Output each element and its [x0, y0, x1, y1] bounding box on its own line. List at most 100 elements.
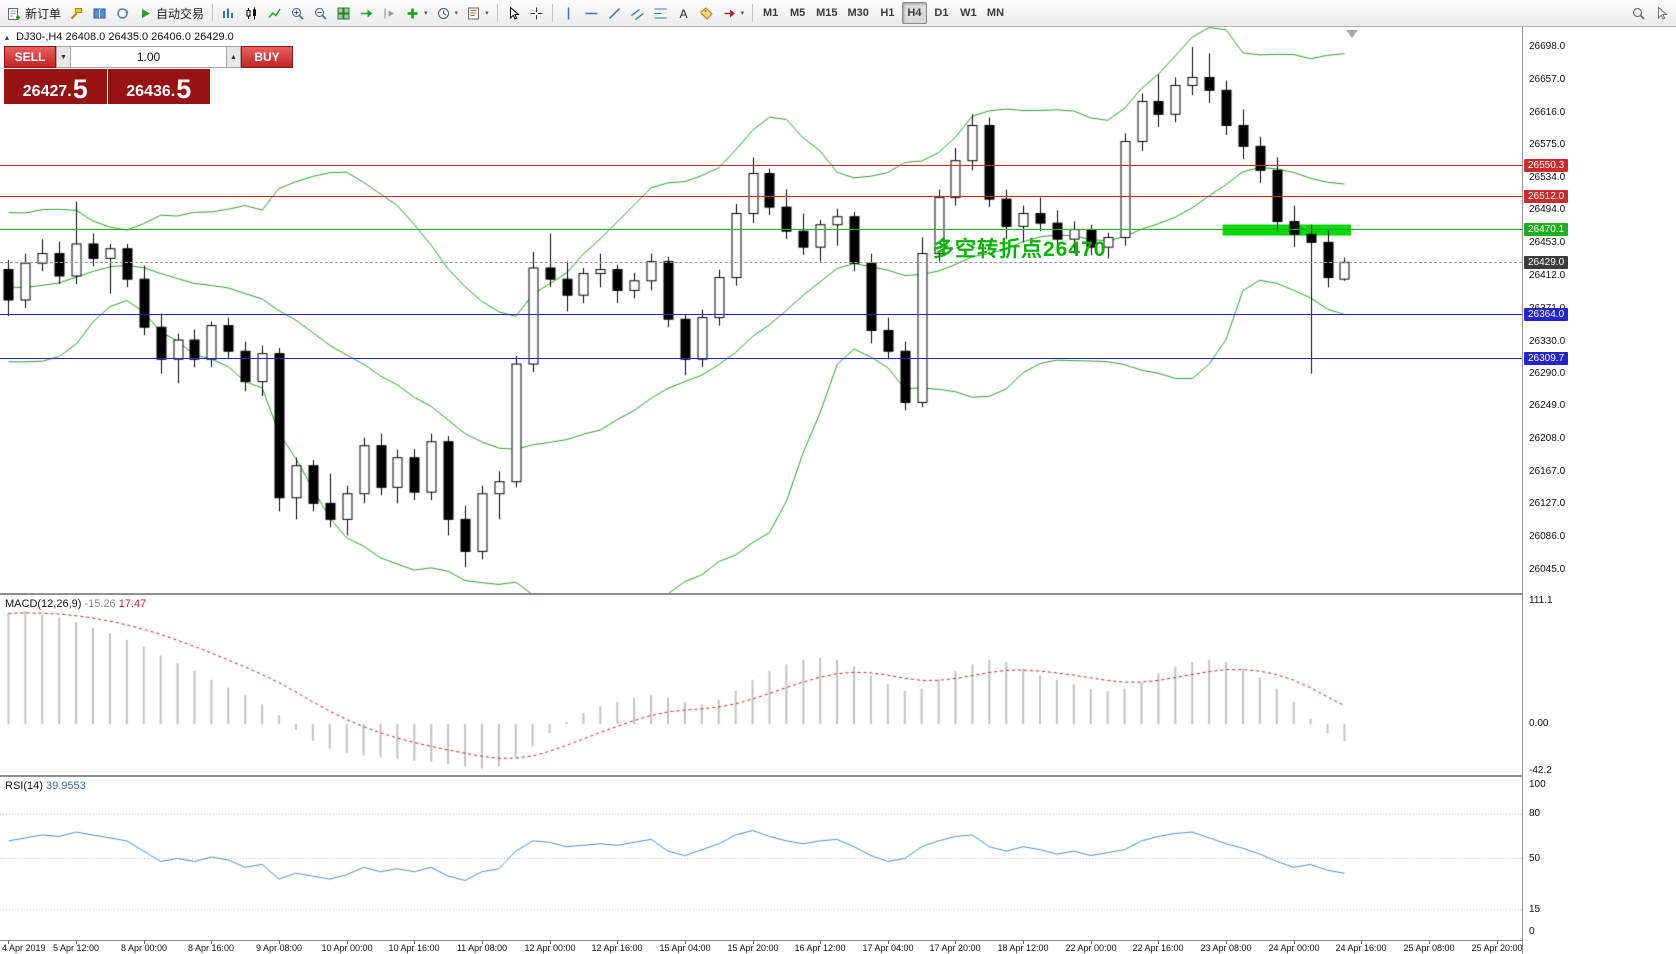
- periods-button[interactable]: ▾: [432, 2, 463, 24]
- rsi-axis-label: 15: [1529, 903, 1541, 915]
- time-axis-tick: [1361, 941, 1362, 944]
- time-axis-label: 25 Apr 08:00: [1403, 943, 1455, 953]
- chevron-down-icon: ▾: [485, 10, 489, 17]
- volume-increase-button[interactable]: ▲: [226, 46, 241, 68]
- chart-shift-button[interactable]: [378, 2, 401, 24]
- timeframe-d1-button[interactable]: D1: [929, 2, 954, 24]
- trendline-tool-button[interactable]: [603, 2, 626, 24]
- rsi-axis-label: 80: [1529, 808, 1541, 820]
- time-axis-tick: [8, 941, 9, 944]
- main-chart-panel[interactable]: ▴ DJ30-,H4 26408.0 26435.0 26406.0 26429…: [0, 27, 1522, 593]
- vertical-line-icon: [567, 7, 569, 19]
- rsi-canvas[interactable]: [0, 777, 1522, 940]
- macd-canvas[interactable]: [0, 595, 1522, 775]
- time-axis-tick: [550, 941, 551, 944]
- timeframe-m1-button[interactable]: M1: [758, 2, 783, 24]
- candlestick-chart-button[interactable]: [240, 2, 263, 24]
- time-axis-label: 24 Apr 00:00: [1268, 943, 1320, 953]
- volume-decrease-button[interactable]: ▼: [56, 46, 71, 68]
- text-label-tool-button[interactable]: [695, 2, 718, 24]
- collapse-panel-icon[interactable]: ▴: [5, 32, 10, 42]
- sell-button[interactable]: SELL: [4, 46, 56, 68]
- chart-shift-marker[interactable]: [1346, 30, 1358, 38]
- macd-axis-label: 111.1: [1529, 595, 1553, 606]
- price-axis-label: 26208.0: [1529, 433, 1566, 445]
- arrows-tool-button[interactable]: ▾: [718, 2, 749, 24]
- price-axis-label: 26371.0: [1529, 303, 1565, 315]
- timeframe-mn-button[interactable]: MN: [983, 2, 1008, 24]
- time-axis-tick: [1497, 941, 1498, 944]
- symbol-info-bar: ▴ DJ30-,H4 26408.0 26435.0 26406.0 26429…: [5, 31, 234, 43]
- time-axis-label: 9 Apr 08:00: [255, 943, 303, 953]
- timeframe-m30-button[interactable]: M30: [844, 2, 873, 24]
- time-axis-label: 16 Apr 12:00: [794, 943, 846, 953]
- macd-axis-label: 0.00: [1529, 718, 1549, 730]
- book-button[interactable]: [88, 2, 111, 24]
- macd-panel[interactable]: MACD(12,26,9) -15.26 17.47: [0, 593, 1522, 775]
- auto-trading-button[interactable]: 自动交易: [134, 2, 208, 24]
- rsi-label: RSI(14) 39.9553: [5, 780, 86, 792]
- time-axis[interactable]: 4 Apr 2019 5 Apr 12:00 8 Apr 00:00 8 Apr 16…: [0, 940, 1523, 954]
- text-tool-button[interactable]: A: [672, 2, 695, 24]
- time-axis-label: 15 Apr 20:00: [727, 943, 779, 953]
- price-axis[interactable]: 26698.0 26657.0 26616.0 26575.0 26534.0 26494…: [1522, 27, 1676, 954]
- search-button[interactable]: [1627, 2, 1650, 24]
- candlestick-chart-canvas[interactable]: [0, 27, 1522, 593]
- timeframe-w1-button[interactable]: W1: [956, 2, 981, 24]
- chart-root: ▴ DJ30-,H4 26408.0 26435.0 26406.0 26429…: [0, 27, 1676, 954]
- arrow-shape-icon: [724, 9, 735, 17]
- price-axis-label: 26534.0: [1529, 172, 1566, 184]
- fibonacci-icon: [654, 8, 667, 18]
- time-axis-tick: [1158, 941, 1159, 944]
- tools-button[interactable]: [65, 2, 88, 24]
- tile-windows-button[interactable]: [332, 2, 355, 24]
- zoom-in-icon: [292, 7, 304, 20]
- toolbar-separator: [551, 4, 553, 22]
- price-level-badge-26470.1: 26470.1: [1524, 223, 1569, 237]
- zoom-in-button[interactable]: [286, 2, 309, 24]
- play-icon: [142, 8, 151, 18]
- channel-tool-button[interactable]: [626, 2, 649, 24]
- buy-price[interactable]: 26436. 5: [107, 69, 210, 104]
- indicators-button[interactable]: ▾: [401, 2, 432, 24]
- chart-annotation[interactable]: 多空转折点26470: [933, 238, 1107, 261]
- crosshair-mode-button[interactable]: [525, 2, 548, 24]
- timeframe-h4-button[interactable]: H4: [901, 2, 927, 24]
- timeframe-m5-button[interactable]: M5: [785, 2, 810, 24]
- price-axis-label: 26616.0: [1529, 106, 1566, 118]
- cursor-icon: [509, 5, 520, 20]
- chevron-down-icon: ▾: [740, 10, 745, 17]
- zoom-out-button[interactable]: [309, 2, 332, 24]
- price-axis-label: 26698.0: [1529, 41, 1566, 52]
- vertical-line-tool-button[interactable]: [557, 2, 580, 24]
- time-axis-tick: [76, 941, 77, 944]
- new-order-button[interactable]: 新订单: [3, 2, 65, 24]
- timeframe-m15-button[interactable]: M15: [812, 2, 841, 24]
- line-chart-button[interactable]: [263, 2, 286, 24]
- time-axis-label: 15 Apr 04:00: [659, 943, 711, 953]
- rsi-panel[interactable]: RSI(14) 39.9553: [0, 775, 1522, 940]
- time-axis-label: 10 Apr 00:00: [321, 943, 373, 953]
- fibonacci-tool-button[interactable]: [649, 2, 672, 24]
- buy-button[interactable]: BUY: [241, 46, 293, 68]
- auto-scroll-button[interactable]: [355, 2, 378, 24]
- indicators-plus-icon: [407, 8, 418, 18]
- refresh-button[interactable]: [111, 2, 134, 24]
- volume-stepper: ▼ ▲: [56, 46, 241, 68]
- templates-button[interactable]: ▾: [462, 2, 493, 24]
- timeframe-h1-button[interactable]: H1: [875, 2, 900, 24]
- volume-input[interactable]: [71, 46, 226, 68]
- time-axis-label: 22 Apr 00:00: [1065, 943, 1117, 953]
- text-icon: A: [679, 7, 687, 21]
- time-axis-label: 23 Apr 08:00: [1200, 943, 1252, 953]
- time-axis-label: 17 Apr 04:00: [862, 943, 914, 953]
- bar-chart-button[interactable]: [217, 2, 240, 24]
- time-axis-tick: [1091, 941, 1092, 944]
- sell-price[interactable]: 26427. 5: [4, 69, 107, 104]
- rsi-axis-label: 50: [1529, 852, 1541, 864]
- pointer-button[interactable]: [1650, 2, 1673, 24]
- time-axis-label: 18 Apr 12:00: [997, 943, 1049, 953]
- cursor-mode-button[interactable]: [502, 2, 525, 24]
- time-axis-tick: [820, 941, 821, 944]
- horizontal-line-tool-button[interactable]: [580, 2, 603, 24]
